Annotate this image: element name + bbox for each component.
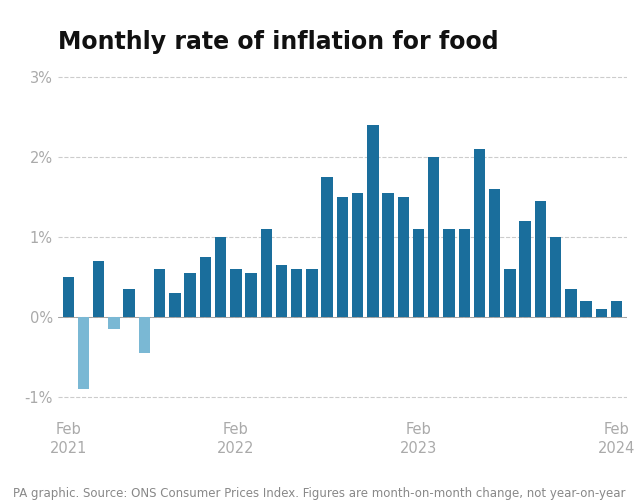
- Bar: [154, 270, 165, 317]
- Bar: [520, 221, 531, 317]
- Text: Monthly rate of inflation for food: Monthly rate of inflation for food: [58, 30, 498, 54]
- Bar: [215, 237, 227, 317]
- Bar: [474, 149, 485, 317]
- Bar: [321, 178, 333, 317]
- Bar: [504, 270, 516, 317]
- Bar: [276, 266, 287, 317]
- Bar: [245, 274, 257, 317]
- Bar: [184, 274, 196, 317]
- Bar: [139, 317, 150, 354]
- Bar: [108, 317, 120, 329]
- Bar: [78, 317, 89, 389]
- Bar: [397, 197, 409, 317]
- Bar: [230, 270, 241, 317]
- Bar: [382, 194, 394, 317]
- Bar: [580, 301, 592, 317]
- Bar: [124, 289, 135, 317]
- Bar: [260, 229, 272, 317]
- Bar: [444, 229, 455, 317]
- Bar: [413, 229, 424, 317]
- Bar: [200, 258, 211, 317]
- Bar: [93, 262, 104, 317]
- Bar: [63, 278, 74, 317]
- Bar: [428, 157, 440, 317]
- Bar: [367, 125, 379, 317]
- Bar: [352, 194, 364, 317]
- Bar: [550, 237, 561, 317]
- Bar: [169, 293, 180, 317]
- Bar: [534, 201, 546, 317]
- Text: PA graphic. Source: ONS Consumer Prices Index. Figures are month-on-month change: PA graphic. Source: ONS Consumer Prices …: [13, 487, 625, 500]
- Bar: [611, 301, 622, 317]
- Bar: [565, 289, 577, 317]
- Bar: [596, 309, 607, 317]
- Bar: [458, 229, 470, 317]
- Bar: [489, 190, 500, 317]
- Bar: [337, 197, 348, 317]
- Bar: [306, 270, 317, 317]
- Bar: [291, 270, 303, 317]
